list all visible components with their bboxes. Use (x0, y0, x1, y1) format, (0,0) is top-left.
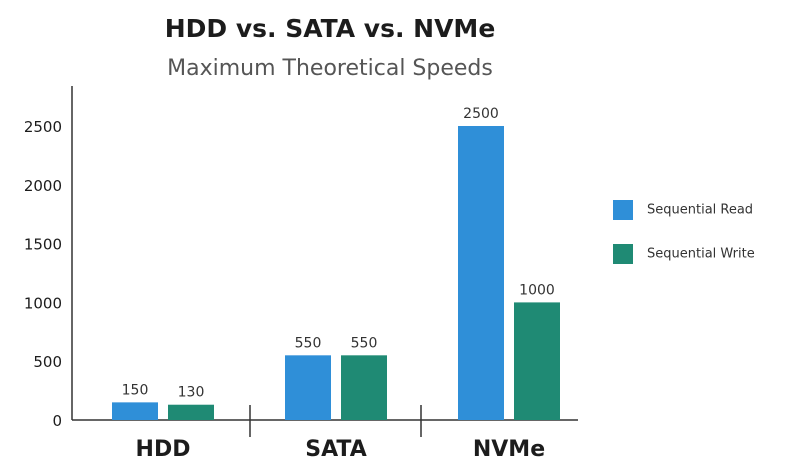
data-label: 130 (178, 385, 205, 401)
bar-sata-write (341, 355, 387, 420)
bar-nvme-write (514, 302, 560, 420)
x-category-label: NVMe (473, 437, 545, 462)
legend-item-read: Sequential Read (613, 200, 753, 220)
y-tick-label: 2500 (24, 118, 62, 136)
bar-hdd-write (168, 404, 214, 420)
data-label: 1000 (519, 282, 555, 298)
chart-title: HDD vs. SATA vs. NVMe (164, 14, 496, 43)
legend-swatch-write (613, 244, 633, 264)
data-label: 2500 (463, 106, 499, 122)
legend-label-read: Sequential Read (647, 202, 754, 218)
y-tick-label: 2000 (24, 177, 62, 195)
legend-swatch-read (613, 200, 633, 220)
legend-label-write: Sequential Write (647, 246, 755, 262)
legend-item-write: Sequential Write (613, 244, 755, 264)
chart-subtitle: Maximum Theoretical Speeds (167, 56, 493, 81)
bar-hdd-read (112, 402, 158, 420)
x-category-label: HDD (136, 437, 191, 462)
y-tick-label: 0 (52, 412, 62, 430)
data-label: 550 (351, 335, 378, 351)
y-tick-label: 1000 (24, 294, 62, 312)
data-label: 550 (295, 335, 322, 351)
bar-sata-read (285, 355, 331, 420)
bar-nvme-read (458, 126, 504, 420)
y-tick-label: 500 (33, 353, 62, 371)
y-tick-label: 1500 (24, 236, 62, 254)
data-label: 150 (122, 382, 149, 398)
x-category-label: SATA (305, 437, 367, 462)
